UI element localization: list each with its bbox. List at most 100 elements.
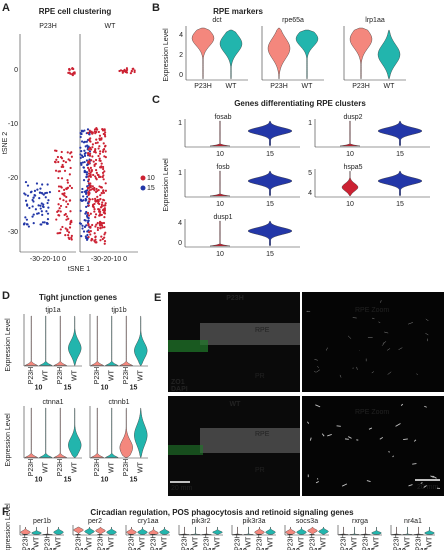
region-label: PR <box>255 373 265 380</box>
x-tick-label: 15 <box>266 251 274 258</box>
x-tick-label: -30-20-10 0 <box>30 256 66 263</box>
cell-point <box>68 237 71 241</box>
cell-point <box>100 221 103 224</box>
cell-point <box>84 151 87 154</box>
cell-point <box>95 168 98 172</box>
x-tick-label: WT <box>404 536 411 548</box>
cell-point <box>103 233 106 236</box>
cell-point <box>65 187 68 191</box>
region-label: RPE <box>255 327 270 334</box>
cell-point <box>100 235 103 238</box>
cell-point <box>91 155 94 158</box>
cell-point <box>103 145 107 148</box>
cluster-label: 15 <box>102 548 110 550</box>
gene-label: per1b <box>33 518 51 525</box>
cell-point <box>92 160 95 163</box>
cell-point <box>68 71 71 74</box>
cell-point <box>45 222 49 225</box>
cell-point <box>125 68 129 72</box>
x-tick-label: P23H <box>340 533 347 550</box>
cluster-label: 10 <box>292 548 300 550</box>
x-tick-label: P23H <box>150 533 157 550</box>
cluster-label: 15 <box>155 548 163 550</box>
cell-point <box>31 215 34 218</box>
cell-point <box>101 226 104 229</box>
cell-point <box>104 204 107 207</box>
cluster-label: 15 <box>420 548 428 550</box>
x-tick-label: WT <box>302 83 314 90</box>
x-tick-label: WT <box>267 536 274 548</box>
cell-point <box>92 173 95 177</box>
violin <box>119 407 133 458</box>
cluster-label: 10 <box>101 384 109 391</box>
cell-point <box>97 130 100 134</box>
y-axis-label: tSNE 2 <box>2 132 9 154</box>
cell-point <box>104 156 107 159</box>
cell-point <box>58 207 61 210</box>
cell-point <box>38 191 42 194</box>
cell-point <box>56 155 59 159</box>
cell-point <box>65 200 68 203</box>
cell-point <box>63 169 67 172</box>
cell-point <box>88 189 91 192</box>
cell-point <box>65 215 69 218</box>
cell-point <box>80 235 83 238</box>
cell-point <box>89 175 92 178</box>
cell-point <box>25 218 28 221</box>
cluster-label: 10 <box>398 548 406 550</box>
cell-point <box>93 207 96 211</box>
cell-point <box>102 198 105 201</box>
cell-point <box>103 226 106 229</box>
cell-point <box>70 151 73 154</box>
cell-point <box>89 225 92 228</box>
cell-point <box>69 166 72 170</box>
violin <box>105 315 119 366</box>
cell-point <box>42 193 45 196</box>
y-tick-label: 0 <box>178 240 182 247</box>
cell-point <box>103 240 107 243</box>
cell-point <box>68 68 71 71</box>
violin <box>285 526 296 535</box>
cluster-label: 10 <box>239 548 247 550</box>
violin <box>90 315 104 366</box>
x-tick-label: 10 <box>346 151 354 158</box>
violin <box>201 526 212 535</box>
gene-label: tjp1a <box>45 307 60 314</box>
cell-point <box>100 186 103 189</box>
cell-point <box>82 141 86 144</box>
cell-point <box>90 159 93 162</box>
y-tick-label: 4 <box>179 32 183 39</box>
x-tick-label: WT <box>43 461 50 473</box>
cell-junction <box>425 318 429 322</box>
violin <box>53 526 64 535</box>
violin <box>339 120 361 147</box>
cell-point <box>88 146 92 149</box>
cell-point <box>98 152 102 155</box>
cell-point <box>102 221 106 225</box>
cell-junction <box>413 439 417 442</box>
cell-point <box>84 197 87 201</box>
gene-label: hspa5 <box>343 164 362 171</box>
cell-point <box>57 176 60 180</box>
cell-point <box>88 192 91 195</box>
x-tick-label: P23H <box>181 533 188 550</box>
cell-point <box>94 197 97 200</box>
cell-point <box>97 189 100 192</box>
cell-point <box>102 211 106 214</box>
cell-point <box>87 182 90 185</box>
cell-point <box>68 226 72 229</box>
cell-point <box>104 231 107 234</box>
cell-point <box>85 140 88 143</box>
cell-point <box>130 70 133 73</box>
cell-point <box>59 156 63 159</box>
cell-point <box>23 222 26 225</box>
cell-point <box>103 208 107 212</box>
cell-junction <box>371 317 375 320</box>
cell-point <box>88 150 92 153</box>
x-tick-label: 15 <box>396 151 404 158</box>
violin <box>179 526 190 535</box>
violin <box>119 315 133 366</box>
x-tick-label: P23H <box>128 533 135 550</box>
cell-point <box>64 161 68 164</box>
